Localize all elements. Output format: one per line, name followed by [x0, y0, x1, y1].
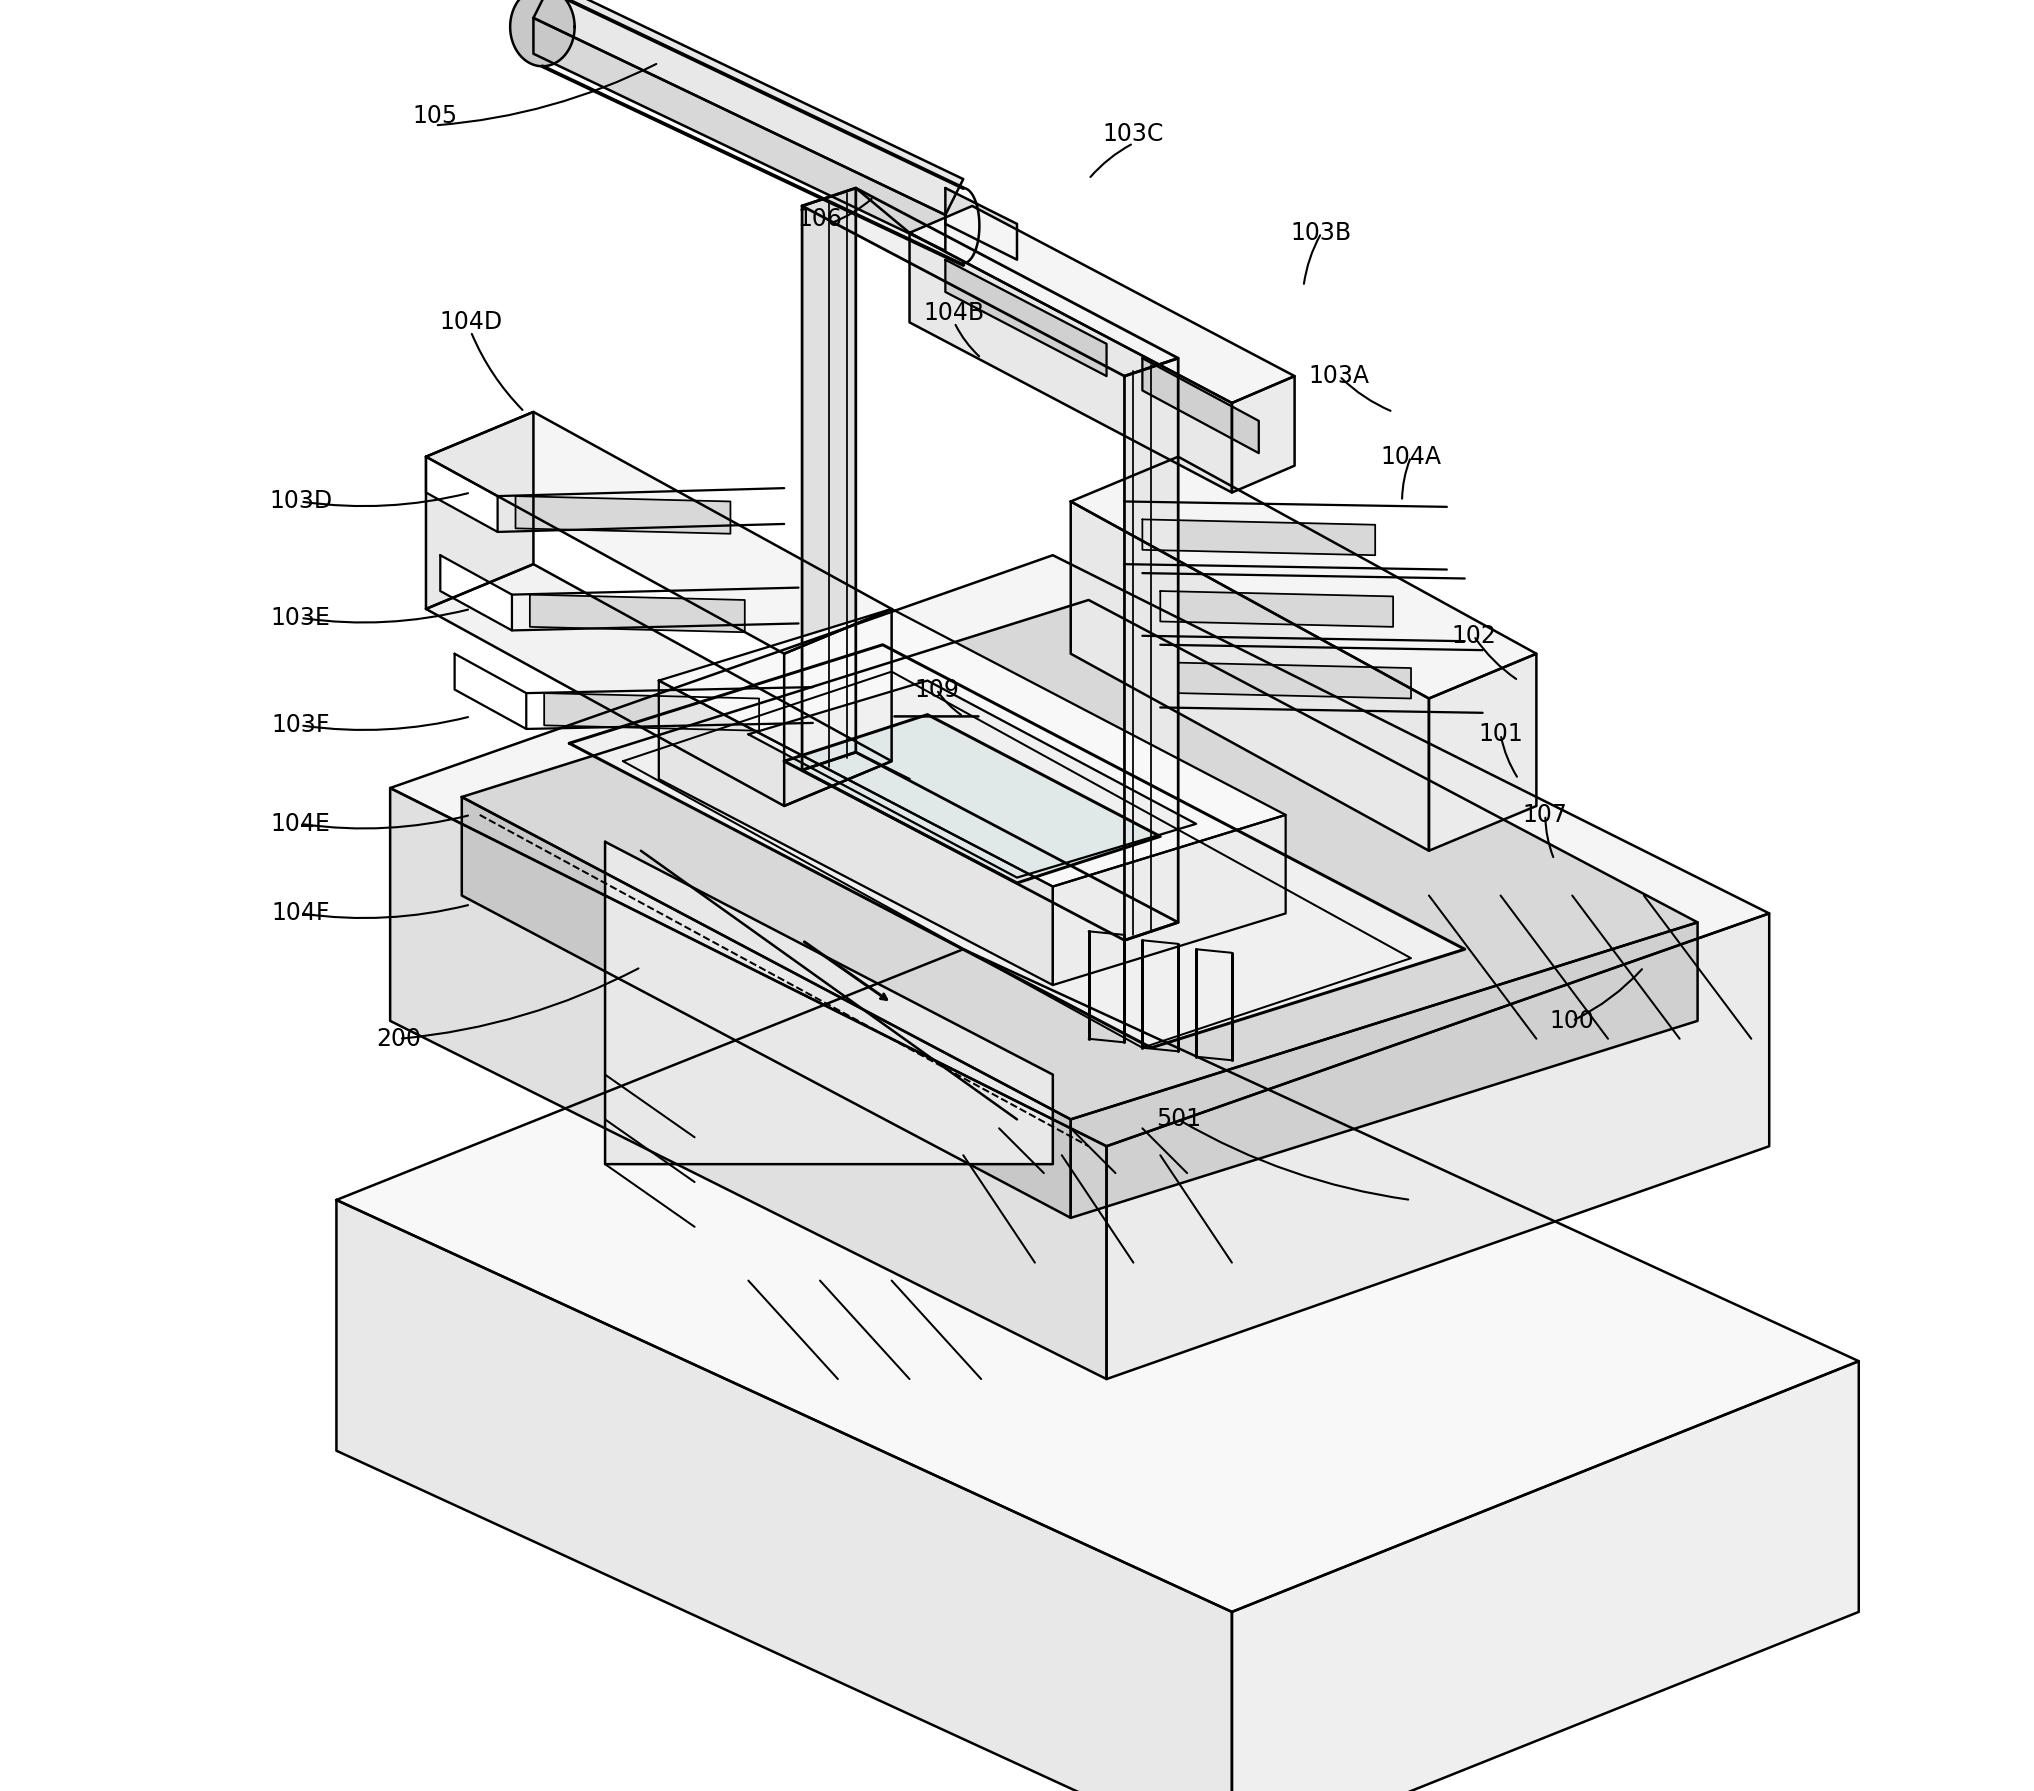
Polygon shape: [946, 260, 1106, 376]
Text: 200: 200: [376, 1026, 421, 1051]
Polygon shape: [425, 457, 498, 532]
Polygon shape: [749, 681, 1196, 878]
Polygon shape: [1233, 376, 1294, 493]
Polygon shape: [425, 564, 891, 806]
Text: 104F: 104F: [271, 901, 330, 926]
Polygon shape: [456, 654, 527, 729]
Polygon shape: [1159, 591, 1393, 627]
Polygon shape: [1070, 457, 1536, 698]
Polygon shape: [391, 555, 1770, 1146]
Polygon shape: [801, 188, 1178, 376]
Polygon shape: [659, 609, 1285, 887]
Polygon shape: [462, 600, 1698, 1119]
Text: 103D: 103D: [268, 489, 332, 514]
Polygon shape: [1070, 501, 1430, 851]
Polygon shape: [515, 496, 730, 534]
Text: 100: 100: [1550, 1008, 1595, 1033]
Polygon shape: [1054, 815, 1285, 985]
Polygon shape: [604, 842, 1054, 1164]
Text: 105: 105: [413, 104, 458, 129]
Text: 501: 501: [1155, 1107, 1200, 1132]
Polygon shape: [946, 188, 1017, 260]
Text: 104A: 104A: [1381, 444, 1442, 469]
Polygon shape: [511, 0, 576, 66]
Polygon shape: [785, 715, 1159, 883]
Polygon shape: [570, 645, 1464, 1048]
Text: 102: 102: [1452, 623, 1497, 648]
Polygon shape: [785, 609, 891, 806]
Polygon shape: [425, 412, 533, 609]
Text: 103E: 103E: [271, 605, 332, 630]
Text: 106: 106: [797, 206, 842, 231]
Text: 103A: 103A: [1310, 364, 1369, 389]
Text: 104E: 104E: [271, 811, 332, 836]
Polygon shape: [1125, 358, 1178, 940]
Text: 101: 101: [1479, 722, 1523, 747]
Polygon shape: [801, 188, 856, 770]
Polygon shape: [1106, 913, 1770, 1379]
Polygon shape: [1143, 358, 1259, 453]
Text: 107: 107: [1523, 802, 1568, 827]
Polygon shape: [1430, 654, 1536, 851]
Polygon shape: [909, 206, 1294, 403]
Polygon shape: [659, 681, 1054, 985]
Text: 104D: 104D: [439, 310, 502, 335]
Polygon shape: [1070, 922, 1698, 1218]
Text: 103C: 103C: [1102, 122, 1163, 147]
Polygon shape: [909, 233, 1233, 493]
Polygon shape: [439, 555, 513, 630]
Polygon shape: [533, 0, 964, 215]
Polygon shape: [529, 595, 744, 632]
Polygon shape: [1143, 519, 1375, 555]
Text: 104B: 104B: [923, 301, 984, 326]
Polygon shape: [545, 693, 759, 731]
Polygon shape: [801, 752, 1178, 940]
Polygon shape: [336, 949, 1859, 1612]
Text: 109: 109: [913, 677, 958, 702]
Polygon shape: [1178, 663, 1412, 698]
Polygon shape: [1233, 1361, 1859, 1791]
Text: 103B: 103B: [1292, 220, 1353, 245]
Polygon shape: [425, 412, 891, 654]
Text: 103F: 103F: [271, 713, 330, 738]
Polygon shape: [391, 788, 1106, 1379]
Polygon shape: [336, 1200, 1233, 1791]
Polygon shape: [533, 18, 946, 251]
Polygon shape: [462, 797, 1070, 1218]
